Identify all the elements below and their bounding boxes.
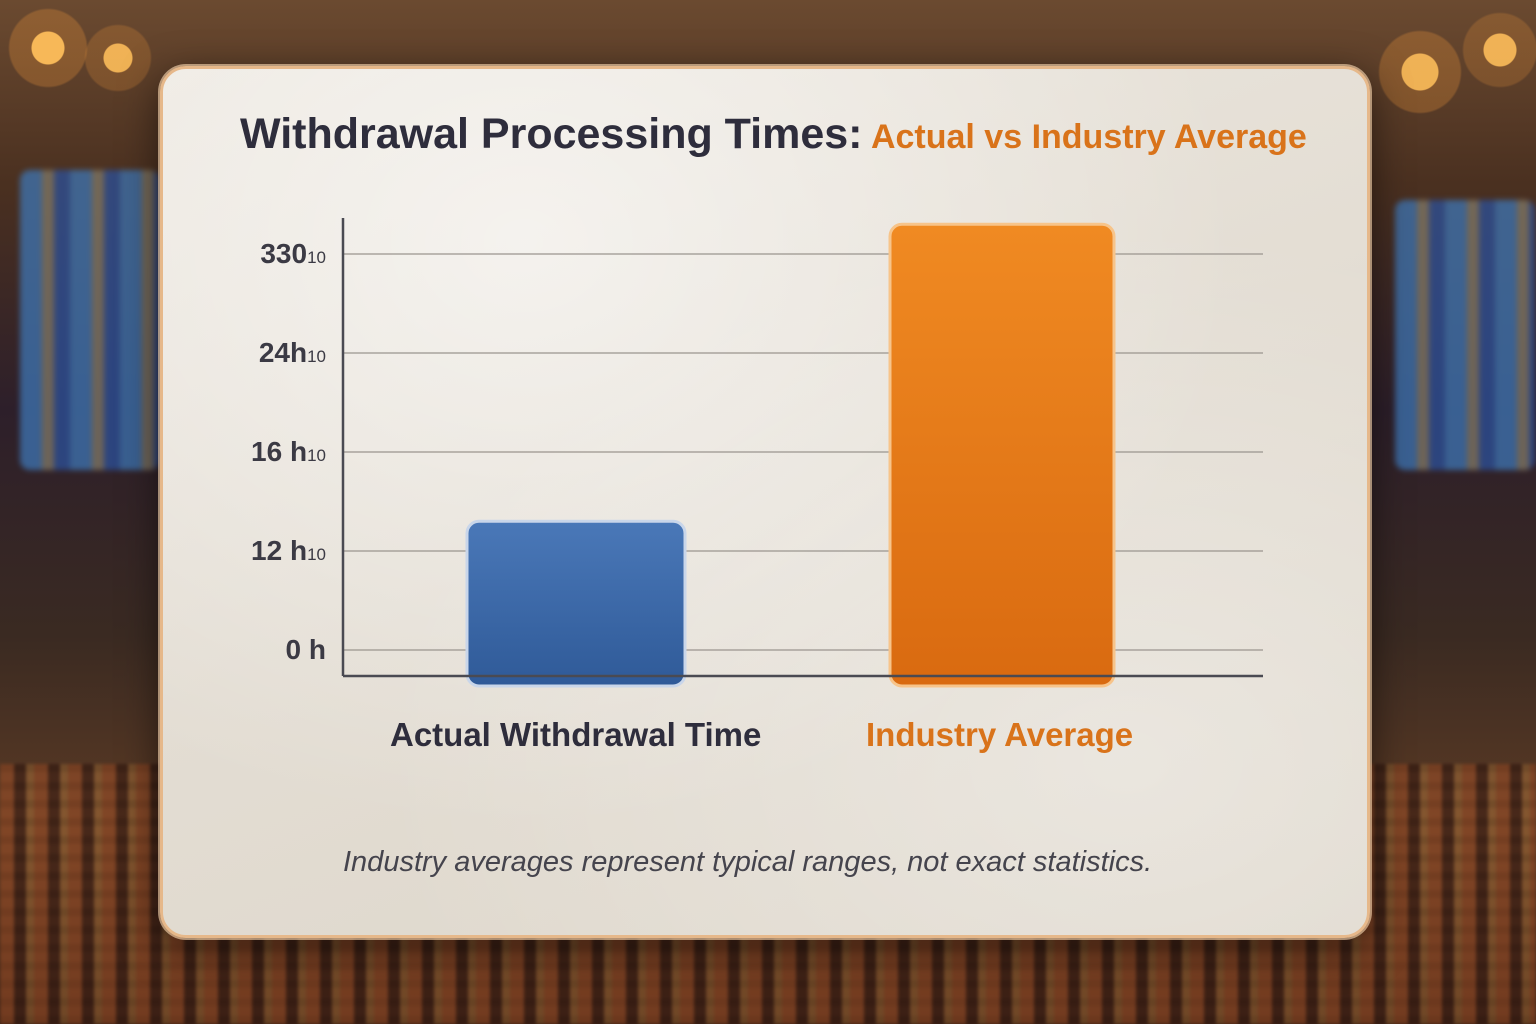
y-tick-label: 0 h	[286, 634, 326, 665]
y-tick-label: 16 h10	[251, 436, 326, 467]
bar-actual-withdrawal-time	[465, 519, 687, 688]
chart-title: Withdrawal Processing Times: Actual vs I…	[240, 110, 1307, 159]
chart-title-main: Withdrawal Processing Times:	[240, 110, 863, 158]
y-axis-ticks: 0 h 12 h10 16 h10 24h10 33010	[251, 238, 326, 665]
chart-title-sub: Actual vs Industry Average	[870, 118, 1307, 156]
bar-industry-average	[888, 222, 1116, 688]
y-tick-label: 33010	[260, 238, 326, 269]
y-tick-label: 12 h10	[251, 535, 326, 566]
category-label-industry: Industry Average	[866, 716, 1134, 753]
bars	[465, 222, 1116, 688]
slot-machine-left	[20, 170, 160, 470]
footnote: Industry averages represent typical rang…	[343, 846, 1153, 878]
y-tick-label: 24h10	[259, 337, 326, 368]
category-label-actual: Actual Withdrawal Time	[390, 716, 762, 753]
chart-card	[160, 66, 1370, 938]
slot-machine-right	[1395, 200, 1535, 470]
